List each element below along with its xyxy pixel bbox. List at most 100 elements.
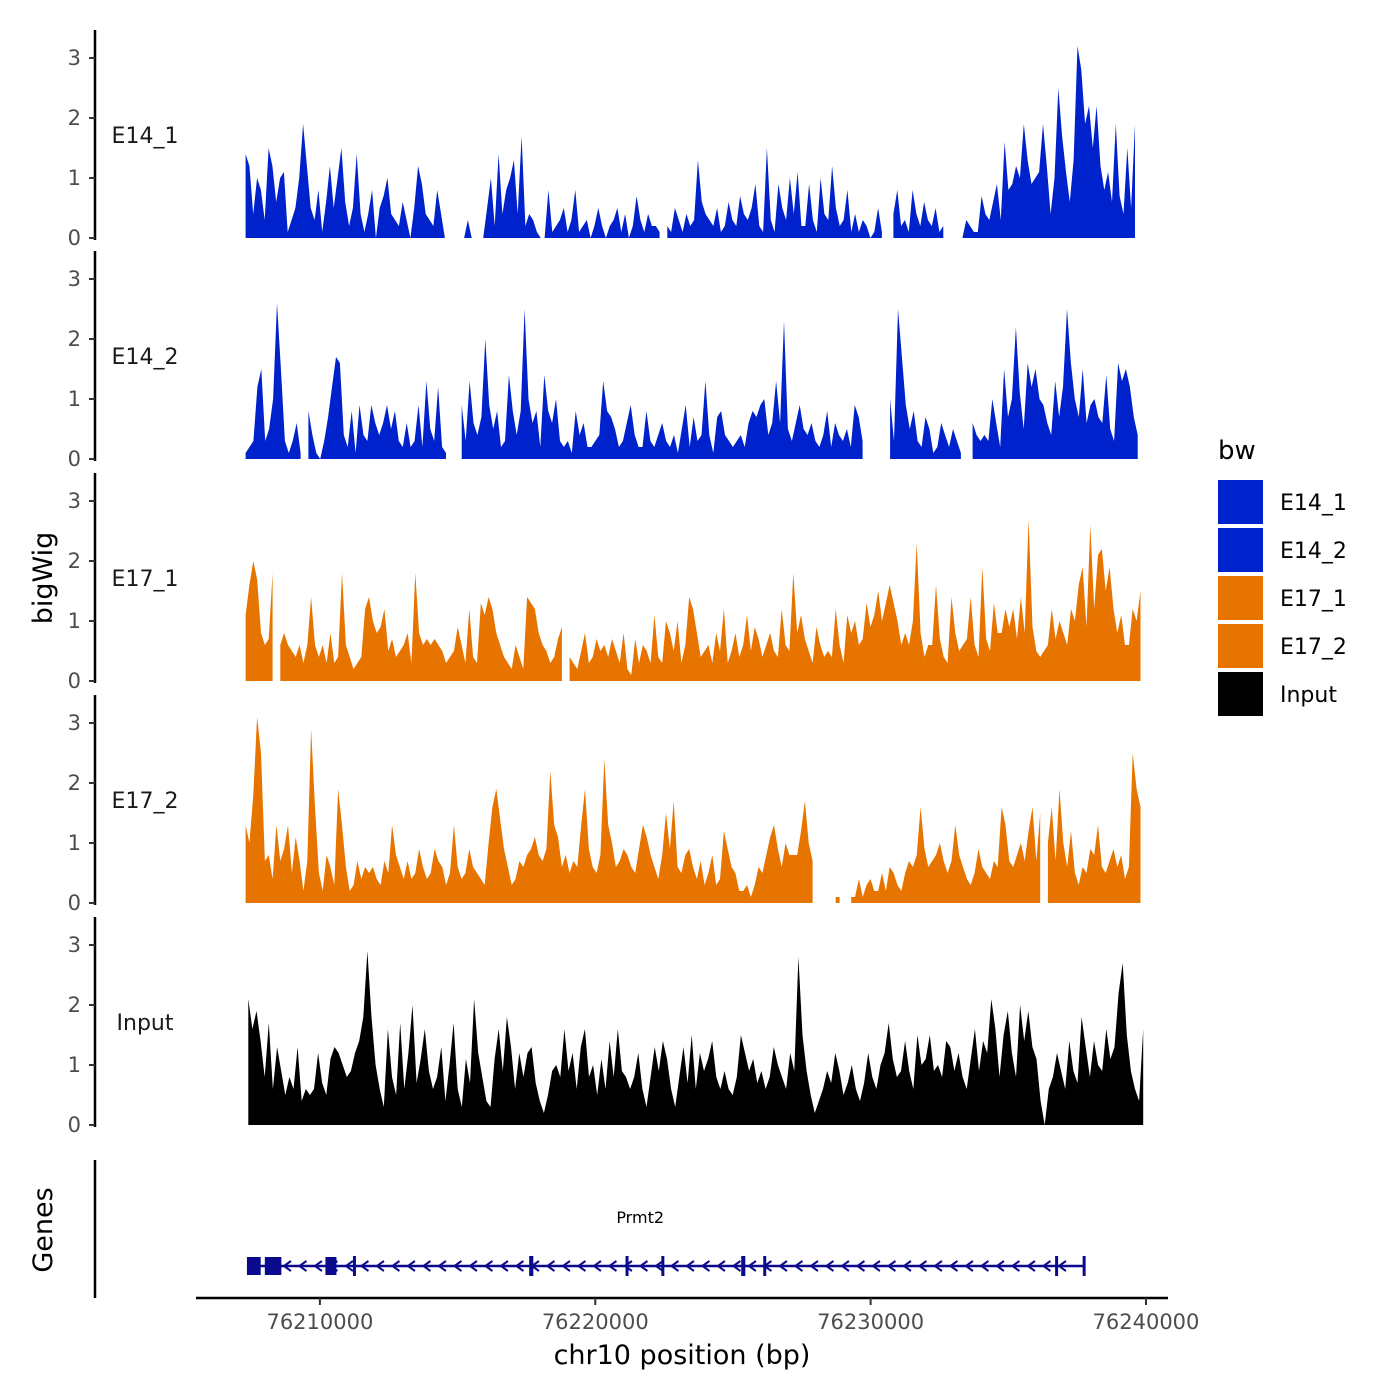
- strand-chevron: [1010, 1260, 1021, 1272]
- strand-chevron: [979, 1260, 990, 1272]
- legend: bw E14_1 E14_2 E17_1 E17_2 Input: [1218, 436, 1347, 716]
- panel-E17_1: 0 1 2 3 E17_1: [68, 473, 1141, 693]
- x-tick-label-76240000: 76240000: [1093, 1310, 1200, 1334]
- y-tick-label-Input-3: 3: [68, 933, 81, 957]
- track-label-E17_2: E17_2: [112, 789, 179, 814]
- strand-chevron: [824, 1260, 835, 1272]
- exon-5: [625, 1256, 629, 1276]
- coverage-area-E17_1-1: [280, 573, 562, 681]
- y-tick-label-E14_1-2: 2: [68, 106, 81, 130]
- exon-8: [763, 1256, 767, 1276]
- strand-chevron: [499, 1260, 509, 1272]
- gene-panel: Prmt2: [93, 1160, 1086, 1298]
- coverage-area-E17_1-0: [245, 561, 273, 681]
- y-tick-label-Input-0: 0: [68, 1113, 81, 1137]
- legend-label-Input: Input: [1280, 683, 1337, 708]
- strand-chevron: [995, 1260, 1005, 1272]
- strand-chevron: [871, 1260, 881, 1272]
- panel-Input: 0 1 2 3 Input: [68, 917, 1144, 1137]
- strand-chevron: [747, 1260, 757, 1272]
- coverage-area-E14_1-0: [245, 124, 445, 238]
- strand-chevron: [390, 1260, 401, 1272]
- panel-E14_1: 0 1 2 3 E14_1: [68, 30, 1135, 250]
- y-tick-label-E17_2-1: 1: [68, 831, 81, 855]
- track-label-E17_1: E17_1: [112, 567, 179, 592]
- strand-chevron: [933, 1260, 943, 1272]
- legend-label-E14_1: E14_1: [1280, 491, 1347, 516]
- strand-chevron: [917, 1260, 928, 1272]
- strand-chevron: [344, 1260, 354, 1272]
- legend-swatch-E14_1: [1218, 480, 1263, 524]
- x-axis-title: chr10 position (bp): [554, 1340, 811, 1371]
- coverage-area-E14_1-3: [893, 190, 944, 238]
- strand-chevron: [421, 1260, 432, 1272]
- strand-chevron: [638, 1260, 649, 1272]
- strand-chevron: [282, 1260, 292, 1272]
- strand-chevron: [685, 1260, 695, 1272]
- legend-swatch-E17_1: [1218, 576, 1263, 620]
- coverage-area-Input-0: [248, 951, 1144, 1125]
- coverage-area-E14_1-4: [962, 46, 1135, 238]
- strand-chevron: [561, 1260, 571, 1272]
- legend-label-E14_2: E14_2: [1280, 539, 1347, 564]
- strand-chevron: [654, 1260, 664, 1272]
- strand-chevron: [1026, 1260, 1036, 1272]
- y-tick-label-E17_2-2: 2: [68, 771, 81, 795]
- legend-swatch-E17_2: [1218, 624, 1263, 668]
- y-tick-label-E14_2-3: 3: [68, 267, 81, 291]
- exon-1: [264, 1257, 282, 1275]
- genes-axis-title: Genes: [28, 1187, 59, 1272]
- strand-chevron: [406, 1260, 416, 1272]
- strand-chevron: [886, 1260, 897, 1272]
- strand-chevron: [437, 1260, 447, 1272]
- strand-chevron: [592, 1260, 602, 1272]
- track-label-Input: Input: [117, 1011, 174, 1036]
- legend-label-E17_2: E17_2: [1280, 635, 1347, 660]
- coverage-area-E17_2-2: [851, 807, 1041, 903]
- panel-E17_2: 0 1 2 3 E17_2: [68, 695, 1141, 915]
- y-tick-label-E17_1-1: 1: [68, 609, 81, 633]
- y-tick-label-E14_2-1: 1: [68, 387, 81, 411]
- strand-chevron: [778, 1260, 788, 1272]
- coverage-area-E14_2-2: [461, 309, 863, 459]
- coverage-area-E17_2-0: [245, 717, 813, 903]
- y-tick-label-E14_1-0: 0: [68, 226, 81, 250]
- y-tick-label-Input-2: 2: [68, 993, 81, 1017]
- coverage-area-E14_2-4: [972, 309, 1138, 459]
- gene-Prmt2: Prmt2: [246, 1208, 1086, 1276]
- coverage-area-E14_1-2: [667, 148, 882, 238]
- exon-2: [325, 1257, 337, 1275]
- x-tick-label-76230000: 76230000: [817, 1310, 924, 1334]
- strand-chevron: [948, 1260, 959, 1272]
- exon-9: [1055, 1256, 1059, 1276]
- strand-chevron: [1057, 1260, 1067, 1272]
- coverage-area-E17_2-1: [835, 897, 840, 903]
- x-axis: 76210000 76220000 76230000 76240000: [196, 1296, 1200, 1334]
- strand-chevron: [545, 1260, 556, 1272]
- x-tick-label-76210000: 76210000: [266, 1310, 373, 1334]
- strand-chevron: [468, 1260, 478, 1272]
- legend-swatch-E14_2: [1218, 528, 1263, 572]
- coverage-area-E14_2-0: [245, 303, 301, 459]
- exon-6: [661, 1256, 665, 1276]
- coverage-area-E17_2-3: [1047, 753, 1141, 903]
- strand-chevron: [855, 1260, 866, 1272]
- strand-chevron: [840, 1260, 850, 1272]
- strand-chevron: [359, 1260, 370, 1272]
- y-tick-label-E14_2-2: 2: [68, 327, 81, 351]
- strand-chevron: [716, 1260, 726, 1272]
- y-tick-label-E17_2-3: 3: [68, 711, 81, 735]
- track-label-E14_2: E14_2: [112, 345, 179, 370]
- strand-chevron: [700, 1260, 711, 1272]
- y-tick-label-E17_1-0: 0: [68, 669, 81, 693]
- exon-4: [529, 1256, 534, 1276]
- x-tick-label-76220000: 76220000: [542, 1310, 649, 1334]
- gene-label-Prmt2: Prmt2: [616, 1208, 664, 1227]
- strand-chevron: [452, 1260, 463, 1272]
- strand-chevron: [297, 1260, 308, 1272]
- legend-label-E17_1: E17_1: [1280, 587, 1347, 612]
- legend-swatch-Input: [1218, 672, 1263, 716]
- panel-E14_2: 0 1 2 3 E14_2: [68, 251, 1138, 471]
- strand-chevron: [731, 1260, 742, 1272]
- exon-10: [1082, 1256, 1086, 1276]
